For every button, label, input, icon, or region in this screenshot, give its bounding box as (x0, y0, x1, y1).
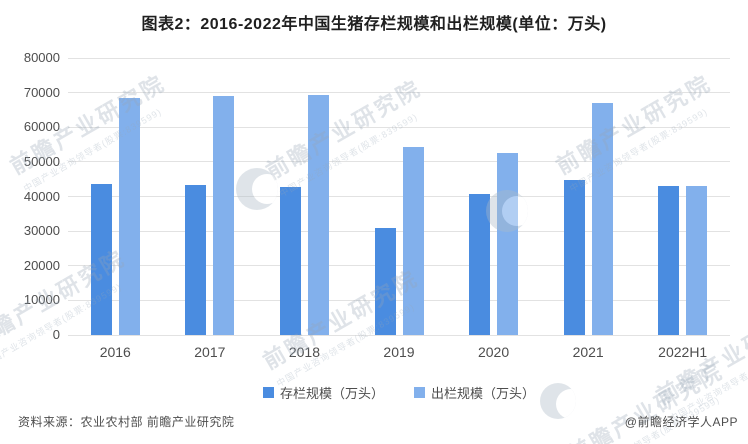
x-axis-label: 2021 (572, 344, 604, 360)
bar-2018-s1 (279, 186, 301, 335)
x-axis-label: 2017 (194, 344, 226, 360)
bar-2021-s2 (591, 102, 613, 335)
plot-area: 0 10000 20000 30000 40000 50000 60000 70000 8000… (24, 51, 730, 360)
y-axis-label: 60000 (23, 119, 60, 135)
bar-2020-s2 (497, 152, 519, 335)
bar-2019-s1 (374, 227, 396, 335)
bar-2019-s2 (402, 146, 424, 335)
bar-2018-s2 (307, 94, 329, 335)
gridline (68, 161, 730, 163)
bar-2016-s1 (90, 184, 112, 335)
legend-item: 出栏规模（万头） (414, 383, 535, 402)
bar-2022H1-s1 (658, 185, 680, 335)
bar-2017-s2 (213, 96, 235, 335)
legend-item: 存栏规模（万头） (262, 383, 384, 402)
chart-title: 图表2：2016-2022年中国生猪存栏规模和出栏规模(单位：万头) (141, 16, 607, 33)
y-axis-label: 10000 (23, 292, 60, 308)
legend-label: 存栏规模（万头） (279, 386, 384, 401)
legend-label: 出栏规模（万头） (431, 386, 536, 401)
x-axis-label: 2022H1 (658, 344, 708, 360)
y-axis-label: 20000 (23, 257, 60, 273)
chart-legend: 存栏规模（万头） 出栏规模（万头） (68, 383, 730, 402)
bar-2021-s1 (563, 179, 585, 335)
bar-2017-s1 (185, 185, 207, 335)
legend-swatch (262, 387, 274, 398)
chart-footer: 资料来源：农业农村部 前瞻产业研究院 @前瞻经济学人APP (18, 413, 738, 430)
legend-swatch (414, 387, 425, 398)
bar-2022H1-s2 (686, 185, 708, 335)
y-axis-label: 30000 (23, 223, 60, 239)
gridline (68, 230, 730, 232)
y-axis-label: 0 (52, 327, 60, 342)
x-axis-label: 2018 (288, 344, 320, 360)
gridline (68, 265, 730, 267)
bar-2020-s1 (469, 194, 491, 335)
gridline (68, 92, 730, 94)
x-axis-label: 2020 (477, 344, 510, 360)
gridline (68, 334, 730, 336)
x-axis-label: 2016 (99, 344, 131, 360)
gridline (68, 126, 730, 128)
bar-2016-s2 (118, 97, 140, 335)
y-axis-label: 50000 (23, 153, 60, 169)
y-axis-label: 70000 (23, 84, 60, 100)
gridline (68, 299, 730, 301)
credit-note: @前瞻经济学人APP (624, 415, 738, 429)
gridline (68, 57, 730, 59)
source-note: 资料来源：农业农村部 前瞻产业研究院 (18, 415, 235, 429)
x-axis-label: 2019 (383, 344, 415, 360)
y-axis-label: 80000 (23, 50, 60, 65)
y-axis-label: 40000 (23, 188, 60, 204)
gridline (68, 196, 730, 197)
